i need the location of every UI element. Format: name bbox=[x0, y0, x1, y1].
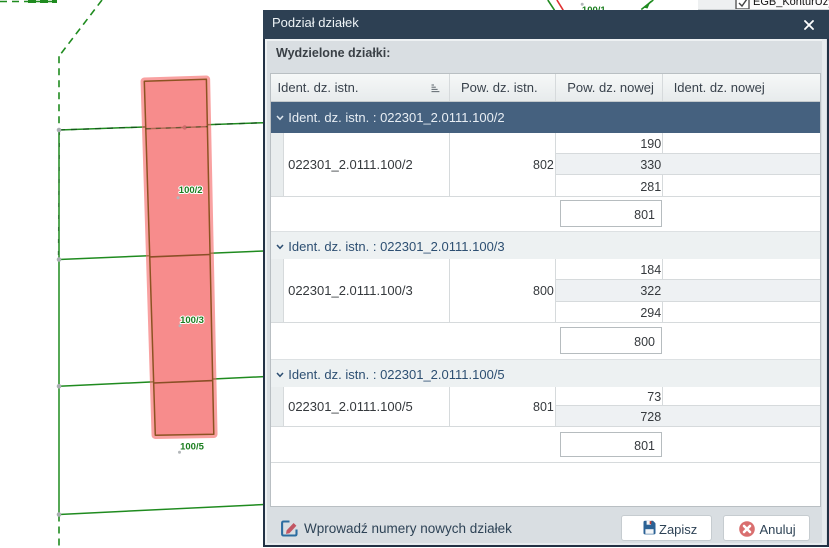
svg-text:100/3: 100/3 bbox=[180, 315, 204, 326]
svg-text:100/2: 100/2 bbox=[179, 185, 203, 196]
svg-text:100/5: 100/5 bbox=[180, 441, 204, 452]
